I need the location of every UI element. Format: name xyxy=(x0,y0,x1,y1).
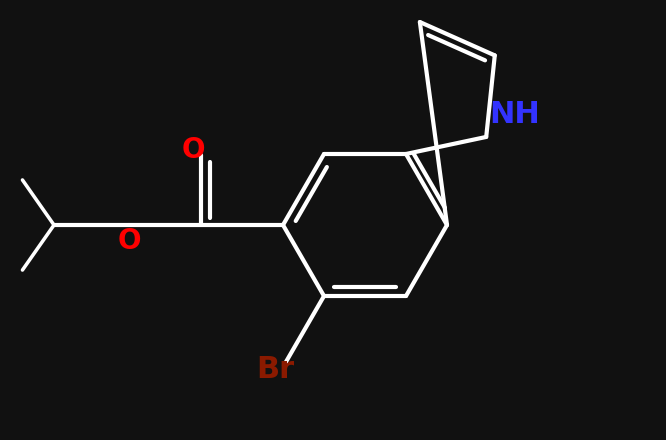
Text: O: O xyxy=(181,136,204,164)
Text: O: O xyxy=(117,227,141,255)
Text: Br: Br xyxy=(256,355,294,384)
Text: NH: NH xyxy=(489,100,539,129)
